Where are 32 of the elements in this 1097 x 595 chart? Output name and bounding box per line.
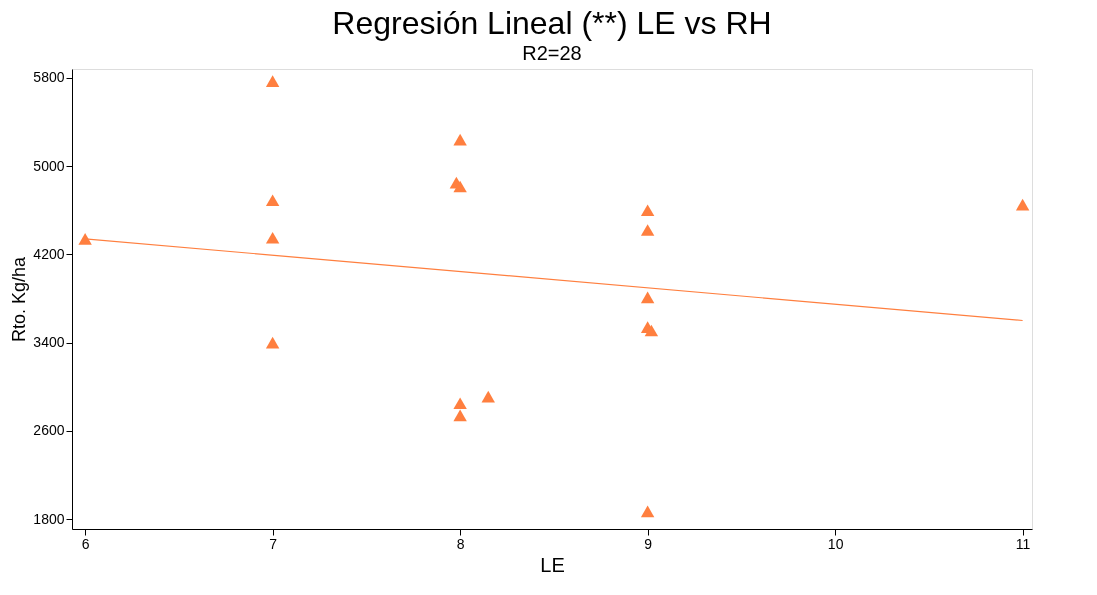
x-tick-label: 11 [1015,535,1031,552]
point [453,397,467,410]
y-tick-label: 2600 [33,422,65,439]
point [453,409,467,422]
x-tick-label: 10 [827,535,844,552]
point [481,390,495,403]
point [265,336,280,349]
point [640,291,655,304]
y-tick-label: 4200 [33,245,65,262]
x-tick-label: 6 [81,535,90,552]
point [644,324,659,337]
y-axis-title: Rto. Kg/ha [9,255,30,343]
point [640,224,655,236]
y-tick-label: 3400 [33,334,65,351]
x-tick-label: 9 [644,535,653,552]
x-axis-title: LE [540,553,565,576]
x-tick-label: 8 [456,535,465,552]
y-tick-label: 5800 [33,69,65,86]
point [265,231,280,244]
point [265,75,280,87]
point [1015,198,1030,211]
y-tick-label: 1800 [33,510,65,527]
point [78,233,92,245]
point [453,180,467,193]
point [453,133,467,146]
chart-subtitle: R2=28 [522,42,582,64]
x-tick-label: 7 [269,535,278,552]
point [640,505,655,518]
point [640,204,655,217]
point [265,194,280,207]
chart-title: Regresión Lineal (**) LE vs RH [332,5,772,41]
y-tick-label: 5000 [33,157,65,174]
